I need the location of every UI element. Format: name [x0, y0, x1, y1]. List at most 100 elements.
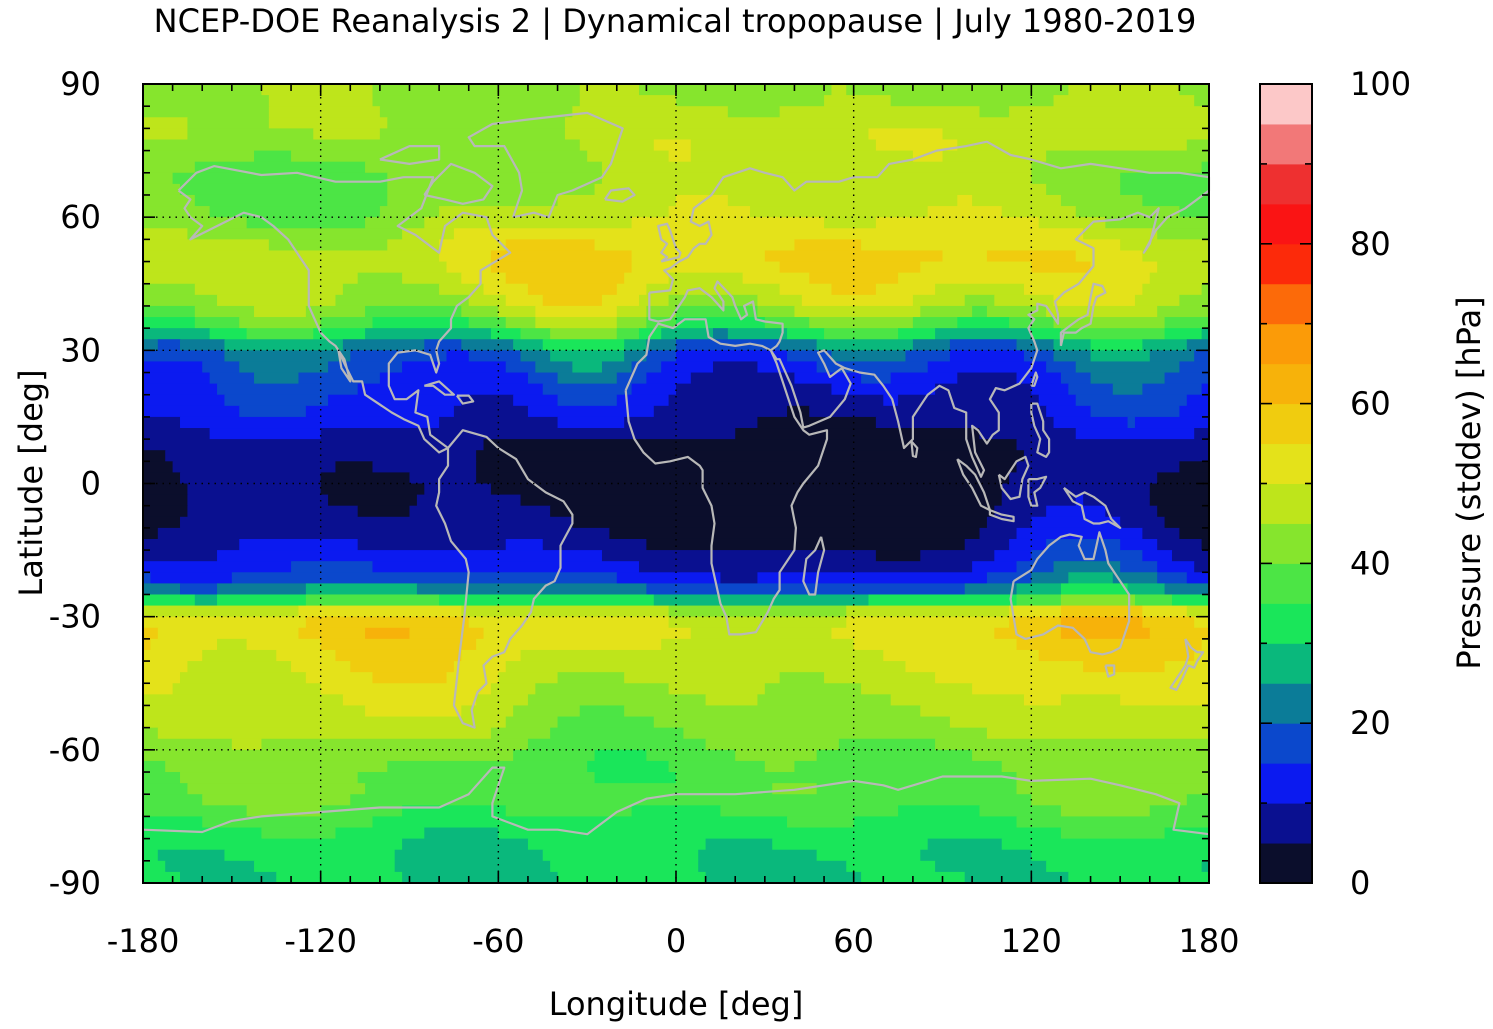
heatmap-cell [365, 161, 603, 174]
coastline-path [1062, 487, 1122, 529]
heatmap-cell [920, 305, 973, 318]
heatmap-cell [1164, 372, 1210, 385]
heatmap-cell [1031, 383, 1069, 396]
coastline-overlay [142, 111, 1211, 836]
y-axis-label: Latitude [deg] [12, 369, 50, 596]
heatmap-cell [439, 283, 485, 296]
coastline-path [423, 380, 455, 396]
heatmap-cell [402, 228, 455, 240]
heatmap-cell [1142, 616, 1195, 629]
coastline-path [177, 165, 512, 454]
heatmap-cell [187, 228, 403, 240]
heatmap-cell [505, 272, 625, 285]
heatmap-cell [490, 683, 536, 695]
heatmap-cell [254, 305, 307, 318]
heatmap-cell [394, 860, 551, 873]
heatmap-cell [1090, 372, 1166, 385]
heatmap-cell [631, 261, 781, 274]
heatmap-cell [846, 84, 1069, 96]
heatmap-cell [1009, 538, 1047, 551]
heatmap-cell [143, 439, 485, 451]
coastline-path [1169, 638, 1205, 691]
heatmap-cell [550, 328, 618, 340]
heatmap-cell [320, 483, 425, 496]
y-tick-label: 90 [60, 65, 101, 103]
heatmap-cell [1157, 228, 1210, 240]
heatmap-cell [453, 661, 507, 673]
heatmap-cell [831, 350, 907, 363]
colorbar-label: Pressure (stddev) [hPa] [1450, 296, 1488, 669]
heatmap-cell [1001, 494, 1077, 507]
heatmap-cell [720, 572, 759, 584]
heatmap-cell [631, 217, 825, 229]
heatmap-cell [653, 405, 788, 418]
heatmap-cell [572, 516, 988, 529]
heatmap-cell [372, 95, 581, 107]
heatmap-cell [187, 483, 322, 496]
heatmap-cell [217, 594, 307, 607]
heatmap-cell [690, 139, 877, 152]
heatmap-cell [972, 749, 1210, 762]
heatmap-cell [490, 261, 633, 274]
heatmap-cell [313, 328, 366, 340]
heatmap-cell [1060, 594, 1136, 607]
heatmap-cell [579, 705, 625, 718]
coastline-path [1059, 282, 1107, 347]
y-tick-label: 30 [60, 331, 101, 369]
heatmap-cell [372, 84, 581, 96]
heatmap-cell [157, 627, 300, 640]
heatmap-cell [143, 450, 166, 462]
heatmap-cell [172, 683, 322, 695]
heatmap-cell [557, 716, 655, 729]
heatmap-cell [1060, 328, 1166, 340]
heatmap-cell [920, 849, 1032, 862]
heatmap-cell [527, 405, 655, 418]
heatmap-cell [143, 638, 151, 651]
heatmap-cell [1075, 394, 1188, 407]
heatmap-cell [365, 705, 462, 718]
heatmap-cell [424, 483, 492, 496]
colorbar-swatch [1260, 483, 1312, 524]
heatmap-cell [1053, 95, 1195, 107]
colorbar-tick-label: 20 [1350, 704, 1391, 742]
heatmap-cell [461, 272, 507, 285]
heatmap-cell [143, 372, 211, 385]
heatmap-cell [520, 350, 551, 363]
heatmap-cell [490, 727, 551, 740]
x-tick-label: 180 [1178, 922, 1239, 960]
heatmap-cell [254, 372, 300, 385]
heatmap-cell [1038, 217, 1106, 229]
heatmap-cell [646, 749, 736, 762]
heatmap-cell [372, 317, 470, 329]
heatmap-cell [143, 583, 181, 596]
colorbar-swatch [1260, 563, 1312, 604]
heatmap-cell [1023, 350, 1055, 363]
heatmap-cell [1031, 794, 1188, 806]
heatmap-cell [180, 672, 307, 684]
heatmap-cell [157, 527, 610, 540]
heatmap-cell [143, 816, 203, 829]
heatmap-cell [764, 250, 944, 263]
heatmap-cell [143, 428, 211, 440]
heatmap-cell [646, 317, 677, 329]
heatmap-cell [527, 838, 707, 851]
heatmap-cell [261, 84, 374, 96]
heatmap-cell [217, 583, 307, 596]
colorbar-swatch [1260, 763, 1312, 804]
heatmap-cell [476, 638, 662, 651]
heatmap-cell [180, 472, 322, 485]
heatmap-cell [1053, 561, 1121, 573]
heatmap-cell [927, 838, 1003, 851]
coastline-path [456, 394, 475, 405]
coastline-path [1104, 664, 1116, 678]
heatmap-cell [143, 339, 159, 351]
heatmap-cell [676, 95, 825, 107]
heatmap-cell [772, 838, 929, 851]
heatmap-cell [180, 416, 440, 429]
y-tick-label: -30 [49, 598, 101, 636]
heatmap-cell [1142, 250, 1210, 263]
heatmap-cell [542, 294, 603, 307]
heatmap-cell [379, 206, 440, 218]
heatmap-cell [1149, 627, 1210, 640]
heatmap-cell [187, 494, 329, 507]
